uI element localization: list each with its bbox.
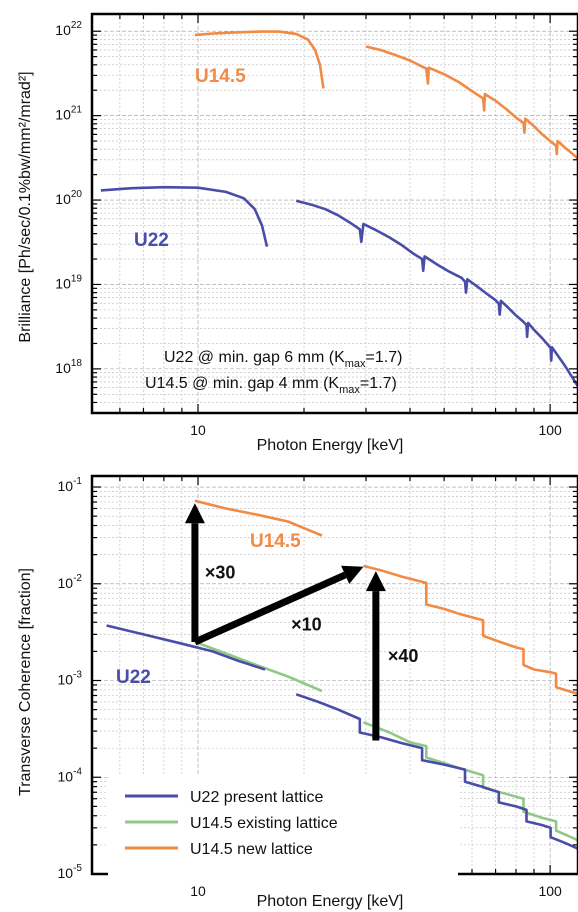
- y-tick-label: 10-3: [58, 670, 83, 688]
- coherence-panel: ×30 ×10 ×40 10 100 10-5 10-4 10-3 10-2 10-1 Tran…: [17, 474, 578, 910]
- brilliance-note: U22 @ min. gap 6 mm (Kmax=1.7) U14.5 @ m…: [145, 349, 402, 396]
- y-tick-label: 10-1: [58, 476, 83, 494]
- y-tick-label: 1018: [55, 358, 82, 376]
- brilliance-ticks: 10 100 1018 1019 1020 1021 1022: [55, 14, 578, 438]
- y-tick-label: 1020: [55, 189, 82, 207]
- brilliance-y-axis-label: Brilliance [Ph/sec/0.1%bw/mm²/mrad²]: [17, 71, 34, 342]
- x-tick-label: 10: [190, 883, 206, 899]
- y-tick-label: 10-5: [58, 863, 83, 881]
- x-tick-label: 10: [190, 422, 206, 438]
- arrow-head: [365, 571, 386, 592]
- y-tick-label: 10-4: [58, 766, 83, 784]
- arrow-shaft: [193, 571, 347, 646]
- coherence-x-axis-label: Photon Energy [keV]: [257, 893, 404, 910]
- coherence-label-u145: U14.5: [250, 531, 301, 552]
- coherence-arrows: ×30 ×10 ×40: [184, 503, 419, 741]
- series-line-u145_existing: [194, 640, 323, 693]
- arrow-label: ×40: [388, 646, 419, 666]
- arrow-label: ×10: [291, 614, 322, 634]
- brilliance-grid: [91, 14, 578, 414]
- brilliance-panel: 10 100 1018 1019 1020 1021 1022 Brilliance [Ph…: [17, 12, 578, 454]
- y-tick-label: 10-2: [58, 573, 83, 591]
- note-line-2: U14.5 @ min. gap 4 mm (Kmax=1.7): [145, 375, 397, 396]
- series-line-u145_new: [363, 564, 578, 696]
- arrow-head: [341, 565, 364, 585]
- coherence-y-axis-label: Transverse Coherence [fraction]: [17, 568, 34, 796]
- series-line-u145_new: [365, 45, 578, 161]
- note-line-1: U22 @ min. gap 6 mm (Kmax=1.7): [164, 349, 402, 370]
- y-tick-label: 1021: [55, 105, 82, 123]
- coherence-ticks: 10 100 10-5 10-4 10-3 10-2 10-1: [58, 476, 578, 899]
- arrow-label: ×30: [205, 563, 236, 583]
- coherence-label-u22: U22: [116, 667, 151, 688]
- series-line-u22: [100, 185, 269, 247]
- coherence-legend: U22 present lattice U14.5 existing latti…: [108, 776, 458, 876]
- series-line-u22: [295, 693, 578, 851]
- brilliance-label-u145: U14.5: [195, 66, 246, 87]
- brilliance-x-axis-label: Photon Energy [keV]: [257, 437, 404, 454]
- legend-label-u145-existing: U14.5 existing lattice: [190, 815, 338, 832]
- legend-box: [108, 776, 458, 876]
- brilliance-series: [100, 30, 578, 388]
- coherence-series: [106, 499, 578, 851]
- y-tick-label: 1019: [55, 273, 82, 291]
- legend-label-u145-new: U14.5 new lattice: [190, 841, 313, 858]
- brilliance-label-u22: U22: [134, 230, 169, 251]
- arrow-head: [184, 503, 205, 524]
- series-line-u145_new: [194, 499, 323, 537]
- x-tick-label: 100: [538, 883, 562, 899]
- series-line-u22: [295, 199, 578, 388]
- x-tick-label: 100: [538, 422, 562, 438]
- series-line-u22: [106, 624, 266, 671]
- y-tick-label: 1022: [55, 20, 82, 38]
- series-line-u145_new: [194, 30, 325, 89]
- legend-label-u22: U22 present lattice: [190, 789, 324, 806]
